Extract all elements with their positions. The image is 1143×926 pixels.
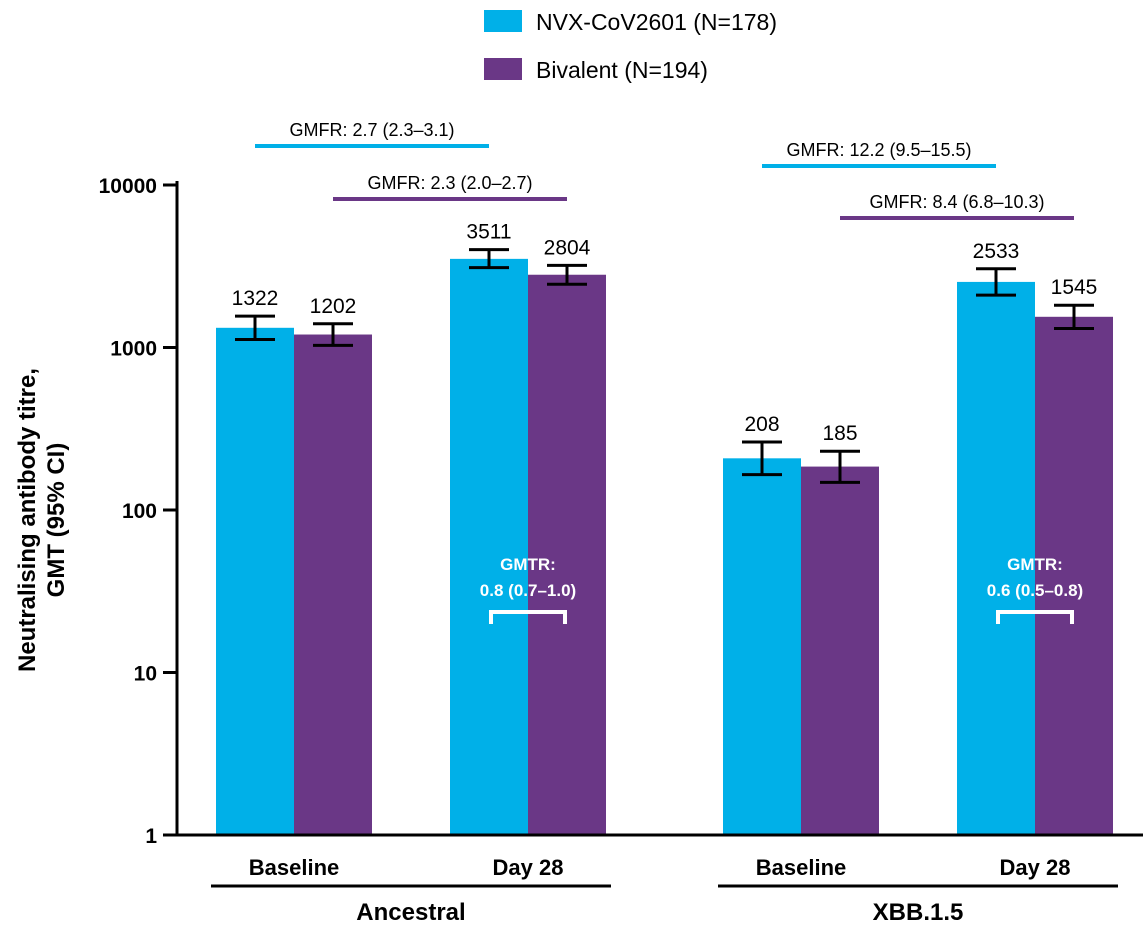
- gmtr-label-line2: 0.6 (0.5–0.8): [987, 581, 1083, 600]
- group-label: XBB.1.5: [873, 899, 964, 926]
- legend-label-nvx: NVX-CoV2601 (N=178): [536, 9, 777, 35]
- gmtr-bracket: [996, 610, 1074, 624]
- bar-bivalent: [294, 334, 372, 835]
- group-label: Ancestral: [356, 899, 465, 926]
- data-label: 1322: [232, 287, 279, 310]
- y-axis-label: Neutralising antibody titre,GMT (95% CI): [14, 368, 70, 672]
- data-label: 2804: [544, 236, 591, 259]
- y-tick-label: 1: [145, 825, 157, 848]
- y-tick-label: 10: [134, 663, 157, 686]
- y-axis-label-line: Neutralising antibody titre,: [14, 368, 41, 672]
- gmtr-label-line1: GMTR:: [1007, 555, 1063, 574]
- legend-swatch-nvx: [484, 10, 522, 32]
- data-label: 1545: [1051, 276, 1098, 299]
- y-tick-label: 10000: [99, 175, 157, 198]
- y-tick-label: 1000: [110, 338, 157, 361]
- x-category-label: Day 28: [493, 855, 564, 880]
- legend-label-bivalent: Bivalent (N=194): [536, 57, 708, 83]
- x-category-label: Day 28: [1000, 855, 1071, 880]
- data-label: 1202: [310, 295, 357, 318]
- data-label: 185: [822, 422, 857, 445]
- gmfr-label: GMFR: 2.3 (2.0–2.7): [367, 173, 532, 193]
- data-label: 2533: [973, 240, 1020, 263]
- bar-nvx: [723, 458, 801, 835]
- bar-nvx: [450, 258, 528, 835]
- gmtr-label-line1: GMTR:: [500, 555, 556, 574]
- y-axis-label-line: GMT (95% CI): [43, 443, 70, 598]
- gmtr-label-line2: 0.8 (0.7–1.0): [480, 581, 576, 600]
- legend-swatch-bivalent: [484, 58, 522, 80]
- bar-bivalent: [801, 466, 879, 835]
- bar-nvx: [957, 281, 1035, 835]
- x-category-label: Baseline: [756, 855, 847, 880]
- gmfr-label: GMFR: 2.7 (2.3–3.1): [289, 120, 454, 140]
- gmfr-label: GMFR: 8.4 (6.8–10.3): [869, 192, 1044, 212]
- x-category-label: Baseline: [249, 855, 340, 880]
- bar-bivalent: [528, 274, 606, 835]
- gmtr-bracket: [489, 610, 567, 624]
- data-label: 3511: [466, 221, 511, 244]
- bar-nvx: [216, 327, 294, 835]
- gmfr-label: GMFR: 12.2 (9.5–15.5): [786, 140, 971, 160]
- data-label: 208: [744, 413, 779, 436]
- bar-bivalent: [1035, 316, 1113, 835]
- y-tick-label: 100: [122, 500, 157, 523]
